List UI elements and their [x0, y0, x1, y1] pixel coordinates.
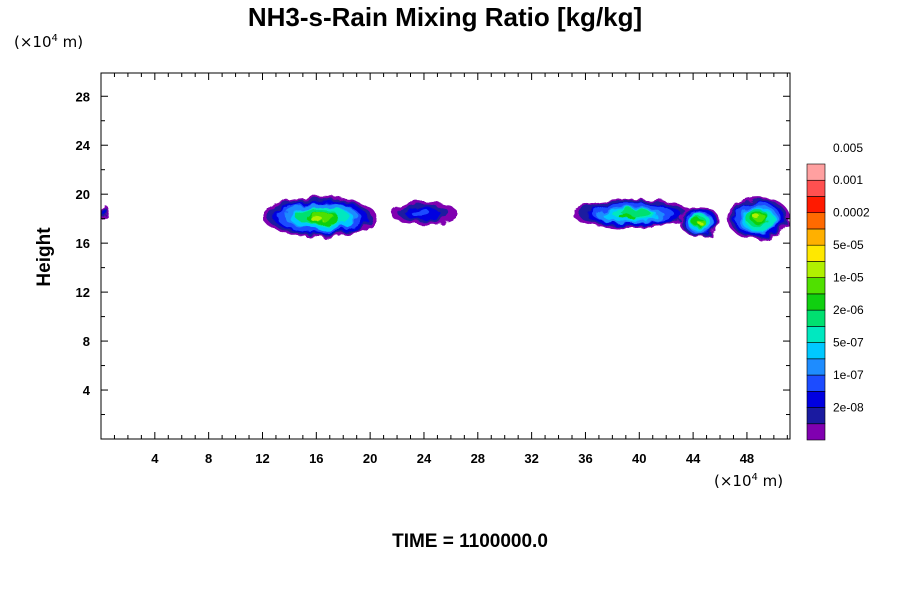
cloud-contour [311, 217, 324, 222]
colorbar-swatch [806, 423, 826, 441]
y-tick-label: 12 [76, 285, 90, 300]
colorbar-swatch [806, 261, 826, 278]
colorbar-swatch [806, 196, 826, 214]
cloud-layer [101, 196, 790, 240]
cloud [390, 201, 458, 225]
colorbar-label: 0.001 [833, 173, 863, 187]
cloud-contour [621, 209, 651, 217]
cloud [679, 206, 721, 238]
y-axis-unit: (×104 m) [14, 33, 83, 51]
colorbar-label: 0.005 [833, 141, 863, 155]
x-tick-label: 36 [578, 451, 592, 466]
colorbar-swatch [806, 374, 826, 392]
y-tick-label: 8 [83, 334, 90, 349]
y-unit-exponent: 4 [51, 33, 58, 44]
colorbar-swatch [806, 342, 826, 360]
cloud-contour [102, 209, 106, 216]
time-label: TIME = 1100000.0 [392, 531, 548, 552]
x-tick-label: 40 [632, 451, 646, 466]
x-tick-label: 12 [255, 451, 269, 466]
x-unit-exponent: 4 [751, 472, 758, 483]
colorbar-label: 2e-06 [833, 303, 864, 317]
cloud [726, 196, 790, 240]
x-tick-label: 48 [740, 451, 754, 466]
cloud-contour [753, 214, 761, 220]
y-tick-label: 16 [76, 236, 90, 251]
y-tick-label: 4 [83, 383, 91, 398]
x-tick-label: 8 [205, 451, 212, 466]
x-tick-label: 16 [309, 451, 323, 466]
colorbar-swatch [806, 326, 826, 343]
y-axis-label: Height [34, 227, 55, 287]
plot-frame [100, 72, 791, 440]
x-tick-label: 28 [471, 451, 485, 466]
chart-title: NH3-s-Rain Mixing Ratio [kg/kg] [247, 2, 643, 32]
y-tick-label: 24 [76, 138, 91, 153]
cloud [571, 199, 694, 229]
colorbar-swatch [806, 163, 826, 181]
colorbar-label: 2e-08 [833, 401, 864, 415]
cloud-contour [411, 210, 431, 217]
x-tick-label: 4 [151, 451, 159, 466]
x-axis-unit: (×104 m) [714, 472, 783, 490]
colorbar-swatch [806, 293, 826, 311]
colorbar-swatch [806, 212, 826, 230]
cloud [262, 196, 377, 238]
colorbar-label: 0.0002 [833, 206, 870, 220]
y-tick-label: 28 [76, 89, 90, 104]
colorbar-label: 1e-07 [833, 368, 864, 382]
x-tick-label: 44 [686, 451, 701, 466]
colorbar-swatch [806, 277, 826, 295]
colorbar: 2e-08 1e-07 5e-07 2e-06 1e-05 5e-05 0.0002 0.00… [806, 141, 870, 441]
y-tick-label: 20 [76, 187, 90, 202]
x-unit-mantissa: (×10 [714, 472, 752, 490]
x-tick-label: 20 [363, 451, 377, 466]
colorbar-swatch [806, 407, 826, 425]
x-tick-label: 24 [417, 451, 432, 466]
cloud-contour [618, 214, 635, 219]
colorbar-label: 5e-05 [833, 238, 864, 252]
colorbar-label: 5e-07 [833, 336, 864, 350]
colorbar-label: 1e-05 [833, 271, 864, 285]
colorbar-swatch [806, 309, 826, 327]
y-unit-mantissa: (×10 [14, 33, 52, 51]
colorbar-swatch [806, 358, 826, 376]
colorbar-swatch [806, 179, 826, 197]
cloud [101, 203, 108, 222]
cloud-contour [698, 221, 703, 225]
y-unit-tail: m) [57, 33, 84, 51]
x-unit-tail: m) [757, 472, 784, 490]
x-tick-label: 32 [524, 451, 538, 466]
colorbar-swatch [806, 390, 826, 408]
colorbar-swatch [806, 244, 826, 262]
colorbar-swatch [806, 228, 826, 246]
